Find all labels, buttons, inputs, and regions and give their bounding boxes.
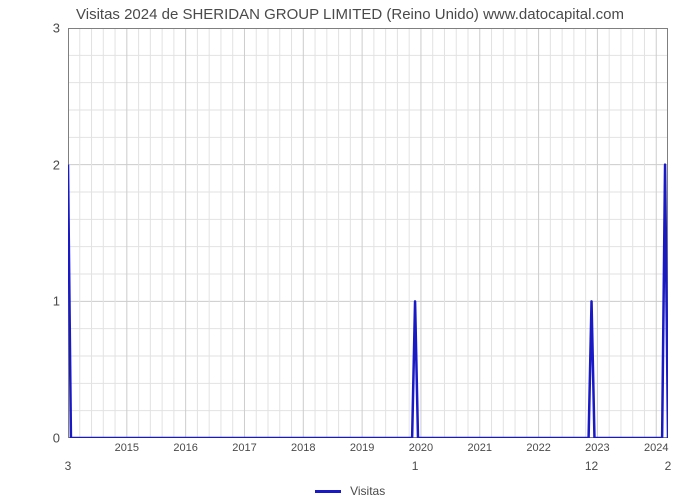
legend-swatch [315,490,341,493]
y-tick-label: 3 [53,21,60,36]
chart-svg [68,28,668,438]
y-tick-label: 0 [53,431,60,446]
x-tick-label: 2017 [232,442,256,454]
value-label: 2 [665,459,672,473]
value-label: 3 [65,459,72,473]
x-tick-label: 2023 [585,442,609,454]
x-tick-label: 2021 [468,442,492,454]
x-tick-label: 2024 [644,442,668,454]
chart-title: Visitas 2024 de SHERIDAN GROUP LIMITED (… [0,6,700,23]
chart-container: Visitas 2024 de SHERIDAN GROUP LIMITED (… [0,0,700,500]
legend: Visitas [0,483,700,498]
legend-label: Visitas [350,484,385,498]
x-tick-label: 2020 [409,442,433,454]
x-tick-label: 2016 [173,442,197,454]
x-tick-label: 2018 [291,442,315,454]
y-tick-label: 2 [53,157,60,172]
value-label: 1 [412,459,419,473]
x-tick-label: 2015 [115,442,139,454]
plot-area [68,28,668,438]
x-tick-label: 2022 [526,442,550,454]
x-tick-label: 2019 [350,442,374,454]
y-tick-label: 1 [53,294,60,309]
value-label: 12 [585,459,598,473]
